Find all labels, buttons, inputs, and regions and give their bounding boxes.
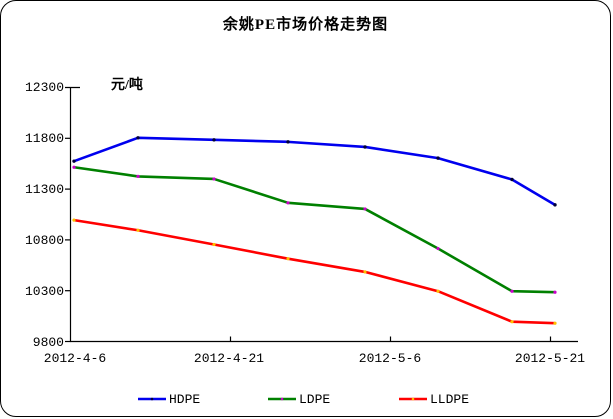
- svg-text:LLDPE: LLDPE: [430, 392, 469, 407]
- svg-text:HDPE: HDPE: [169, 392, 200, 407]
- svg-text:LDPE: LDPE: [299, 392, 330, 407]
